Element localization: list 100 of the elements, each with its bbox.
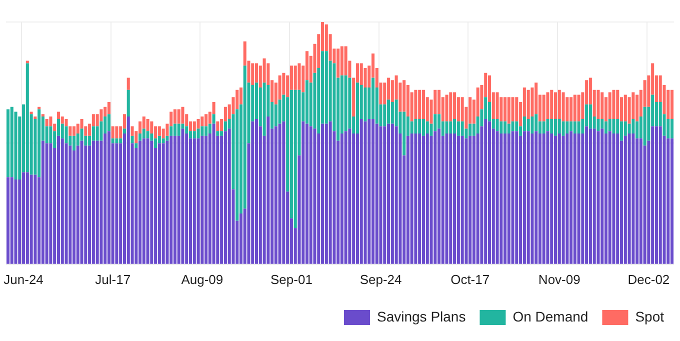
bar [72,126,76,136]
bar [181,106,184,124]
legend-label: Savings Plans [377,308,466,324]
bar [500,134,503,264]
bar [546,92,550,119]
bar [570,97,573,122]
bar [468,136,472,264]
bar [666,138,670,264]
bar [115,126,118,138]
bar [22,172,26,264]
bar [445,94,448,122]
bar [212,124,216,264]
bar [255,118,258,264]
bar [166,136,169,141]
bar [530,134,534,264]
bar [360,63,363,86]
bar [554,92,558,119]
bar [340,134,344,264]
bar [387,100,390,124]
bar [162,143,165,264]
bar [115,143,118,264]
bar [278,124,282,264]
bar [146,131,150,138]
bar [130,136,134,144]
bar [34,174,37,264]
bar [418,90,422,119]
bar [224,131,227,264]
bar [324,51,328,124]
bar [526,90,530,119]
bar [651,126,654,264]
bar [45,143,48,264]
bar [658,126,662,264]
bar [500,121,503,134]
bar [64,126,68,144]
bar [632,134,635,264]
bar [624,94,627,122]
bar [670,90,674,119]
bar [383,126,386,264]
bar [162,138,165,144]
bar [596,90,600,119]
bar [216,131,220,136]
bar [196,138,200,264]
bar [526,131,530,264]
bar [449,121,452,134]
bar [302,121,305,264]
bar [14,180,18,264]
bar [49,143,52,264]
bar [208,124,212,134]
bar [449,92,452,122]
bar [146,138,150,264]
bar [96,140,99,264]
bar [422,90,425,119]
x-tick-label: Oct-17 [450,272,490,287]
bar [336,48,340,78]
bar [173,109,176,124]
bar [294,90,297,228]
bar [344,46,348,76]
bar [111,126,114,138]
bar [620,121,624,141]
bar [158,143,161,264]
bar [200,126,204,136]
bar [654,126,658,264]
bar [573,94,576,122]
bar [142,138,146,264]
bar [585,126,588,264]
bar [26,63,29,172]
bar [115,138,118,144]
bar [173,124,176,136]
bar [38,109,41,178]
bar [192,138,196,264]
bar [522,131,526,264]
bar [554,136,558,264]
bar [612,118,616,134]
x-tick-label: Sep-01 [270,272,312,287]
bar [596,131,600,264]
bar [445,134,448,264]
bar [542,94,546,122]
legend-label: On Demand [512,308,588,324]
bar [6,177,10,264]
bar [80,140,84,264]
bar [364,87,367,122]
bar [26,172,29,264]
bar [126,78,130,90]
bar [422,136,425,264]
bar [122,128,126,134]
bar [550,134,554,264]
bar [507,134,510,264]
bar [170,136,173,264]
bar [60,138,64,264]
bar [546,118,550,132]
bar [577,134,580,264]
bar [566,134,569,264]
bar [138,140,142,264]
bar [134,143,138,148]
bar [41,114,44,117]
bar [577,94,580,122]
bar [570,121,573,132]
bar [460,121,464,136]
bar [670,118,674,138]
bar [414,90,418,119]
